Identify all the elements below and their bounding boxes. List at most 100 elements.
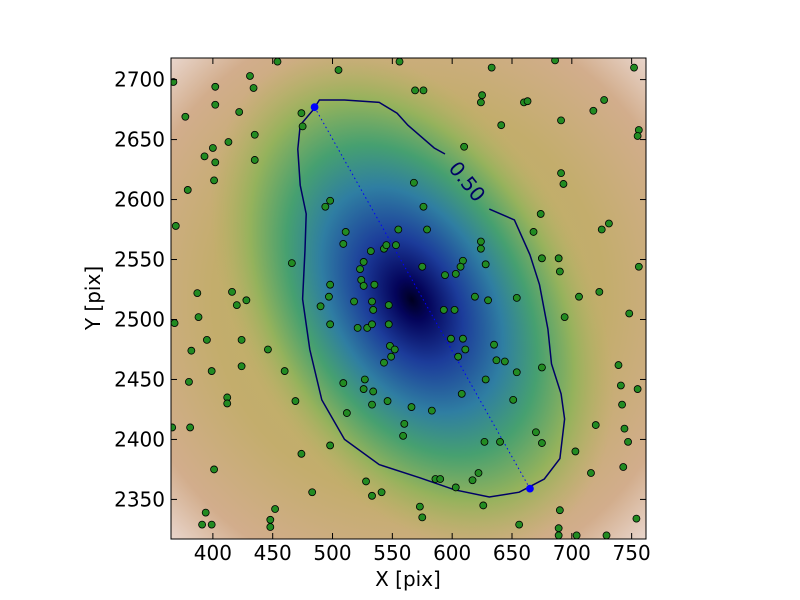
point	[476, 244, 485, 253]
point	[368, 491, 376, 500]
point	[321, 202, 330, 211]
point	[211, 158, 220, 167]
point	[291, 397, 300, 405]
point	[419, 86, 428, 95]
point	[266, 523, 275, 531]
point	[595, 288, 604, 296]
point	[456, 262, 465, 271]
point	[198, 520, 207, 529]
point	[479, 501, 488, 510]
x-tick-label: 450	[254, 541, 292, 565]
point	[480, 437, 489, 446]
point	[554, 531, 563, 539]
x-tick-label: 400	[194, 541, 232, 565]
point	[572, 531, 581, 539]
point	[459, 334, 467, 343]
point	[461, 345, 470, 354]
point	[571, 447, 580, 456]
x-tick-label: 500	[313, 541, 351, 565]
endpoint	[526, 484, 534, 493]
point	[235, 108, 244, 116]
point	[308, 488, 317, 497]
point	[171, 78, 178, 86]
point	[481, 375, 490, 384]
point	[478, 91, 486, 100]
point	[181, 112, 190, 121]
point	[298, 122, 307, 131]
point	[171, 319, 179, 327]
point	[390, 345, 399, 354]
point	[411, 86, 419, 95]
point	[632, 514, 641, 523]
point	[369, 305, 378, 314]
point	[250, 130, 259, 139]
x-tick-label: 650	[493, 541, 531, 565]
point	[447, 334, 455, 343]
point	[223, 399, 232, 408]
y-tick-label: 2400	[114, 427, 165, 451]
point	[591, 421, 600, 429]
point	[415, 502, 424, 511]
point	[418, 513, 427, 522]
x-tick-label: 700	[553, 541, 591, 565]
point	[551, 58, 559, 65]
y-tick-label: 2350	[114, 487, 165, 511]
x-tick-label: 750	[613, 541, 651, 565]
y-tick-label: 2450	[114, 367, 165, 391]
endpoint	[310, 103, 319, 112]
point	[342, 409, 351, 417]
point	[326, 196, 335, 205]
point	[509, 395, 518, 404]
point	[512, 294, 521, 302]
point	[529, 228, 538, 236]
point	[468, 476, 477, 485]
point	[484, 296, 492, 305]
point	[451, 270, 460, 278]
point	[316, 302, 325, 311]
point	[207, 367, 216, 375]
point	[187, 346, 196, 355]
point	[441, 271, 449, 280]
point	[273, 58, 282, 66]
point	[200, 152, 209, 161]
point	[249, 84, 258, 92]
point	[201, 508, 210, 517]
point	[383, 397, 392, 405]
point	[538, 439, 546, 447]
point	[492, 356, 501, 365]
point	[487, 63, 496, 72]
point	[575, 292, 583, 301]
point	[616, 381, 625, 390]
point	[271, 505, 279, 513]
point	[237, 335, 246, 344]
point	[554, 254, 563, 263]
point	[557, 116, 565, 125]
y-tick-label: 2650	[114, 128, 165, 152]
point	[560, 313, 569, 321]
point	[399, 431, 408, 440]
point	[366, 247, 375, 256]
point	[515, 520, 524, 529]
point	[297, 109, 306, 118]
point	[481, 260, 490, 269]
density-core	[209, 58, 615, 539]
point	[377, 488, 386, 497]
point	[476, 98, 485, 107]
point	[339, 240, 348, 248]
point	[280, 367, 289, 375]
point	[171, 423, 177, 432]
point	[387, 352, 396, 361]
point	[202, 335, 211, 344]
point	[380, 358, 388, 367]
point	[211, 100, 220, 109]
point	[605, 219, 613, 228]
point	[359, 258, 368, 266]
point	[439, 305, 448, 314]
point	[600, 96, 609, 104]
point	[450, 305, 459, 314]
point	[618, 400, 626, 409]
point	[382, 241, 391, 250]
point	[496, 437, 504, 446]
contour-line	[297, 99, 566, 498]
